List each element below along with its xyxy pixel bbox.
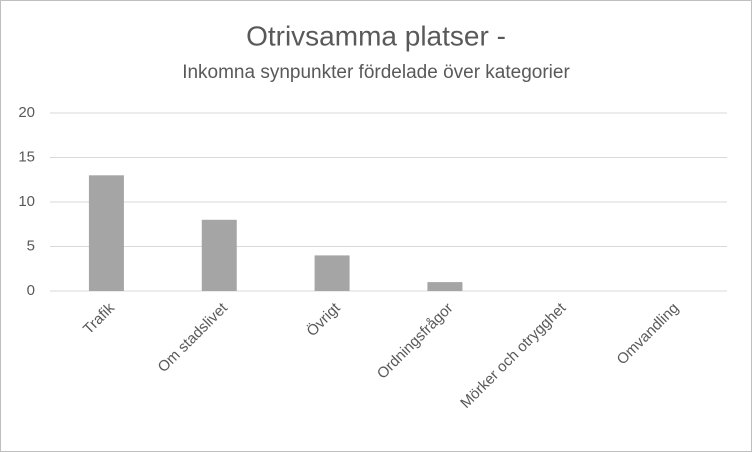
chart-title: Otrivsamma platser - bbox=[246, 20, 506, 51]
bar bbox=[314, 255, 350, 291]
y-tick-label: 0 bbox=[27, 282, 35, 299]
y-tick-label: 20 bbox=[18, 104, 35, 121]
y-tick-label: 5 bbox=[27, 237, 35, 254]
bar bbox=[88, 175, 124, 291]
bar bbox=[201, 219, 237, 291]
chart-subtitle: Inkomna synpunkter fördelade över katego… bbox=[182, 62, 570, 83]
y-tick-label: 10 bbox=[18, 193, 35, 210]
bar bbox=[427, 282, 463, 291]
y-tick-label: 15 bbox=[18, 148, 35, 165]
